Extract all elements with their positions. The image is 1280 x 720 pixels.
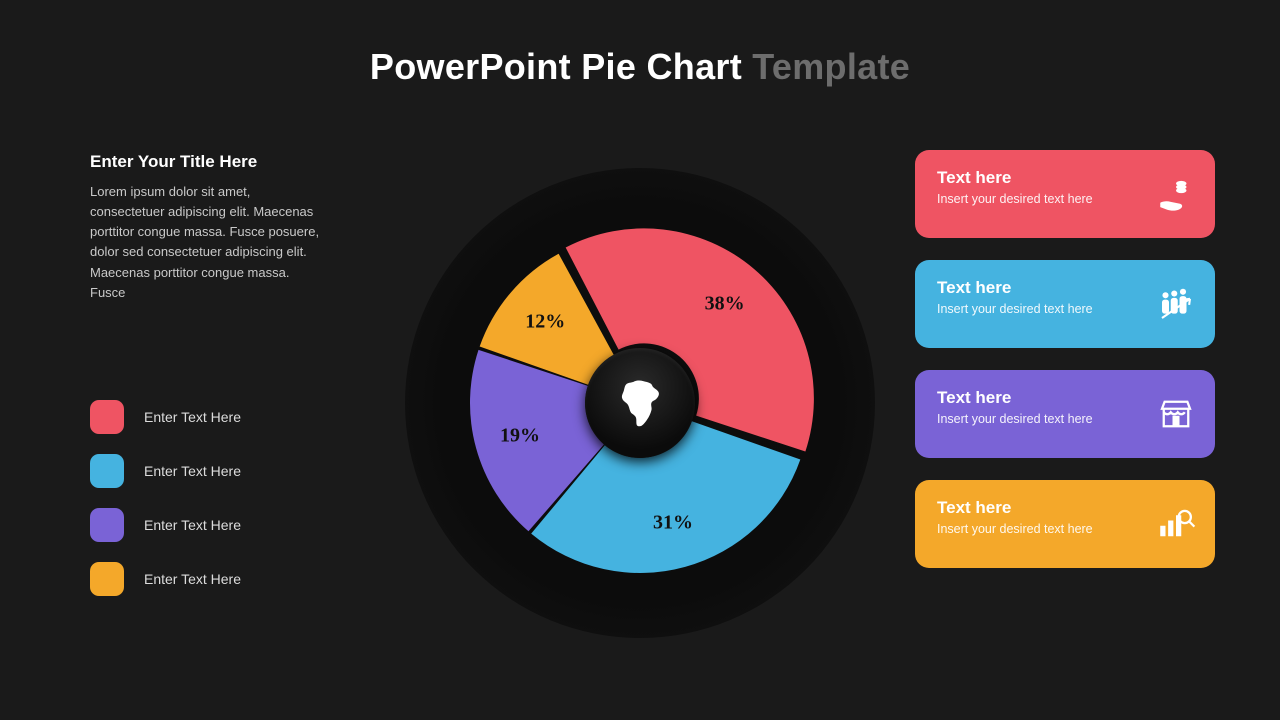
pie-chart-container: 38%31%19%12% xyxy=(405,168,875,638)
title-bold: PowerPoint Pie Chart xyxy=(370,46,742,87)
legend-swatch xyxy=(90,400,124,434)
legend-swatch xyxy=(90,508,124,542)
legend-item: Enter Text Here xyxy=(90,454,325,488)
analytics-search-icon xyxy=(1155,503,1197,545)
pie-center-hub xyxy=(585,348,695,458)
africa-map-icon xyxy=(614,377,666,429)
title-muted: Template xyxy=(742,46,910,87)
people-growth-icon xyxy=(1155,283,1197,325)
info-card: Text hereInsert your desired text here xyxy=(915,370,1215,458)
storefront-icon xyxy=(1155,393,1197,435)
legend-item: Enter Text Here xyxy=(90,562,325,596)
legend-label: Enter Text Here xyxy=(144,409,241,425)
left-heading: Enter Your Title Here xyxy=(90,152,325,172)
legend-label: Enter Text Here xyxy=(144,517,241,533)
legend-item: Enter Text Here xyxy=(90,400,325,434)
info-card: Text hereInsert your desired text here xyxy=(915,260,1215,348)
hand-coins-icon xyxy=(1155,173,1197,215)
info-card: Text hereInsert your desired text here xyxy=(915,150,1215,238)
info-card: Text hereInsert your desired text here xyxy=(915,480,1215,568)
legend-item: Enter Text Here xyxy=(90,508,325,542)
legend-swatch xyxy=(90,454,124,488)
cards-column: Text hereInsert your desired text here Te… xyxy=(915,150,1215,568)
legend-label: Enter Text Here xyxy=(144,463,241,479)
legend-label: Enter Text Here xyxy=(144,571,241,587)
legend-swatch xyxy=(90,562,124,596)
left-text-block: Enter Your Title Here Lorem ipsum dolor … xyxy=(90,152,325,303)
page-title: PowerPoint Pie Chart Template xyxy=(0,46,1280,88)
left-body: Lorem ipsum dolor sit amet, consectetuer… xyxy=(90,182,325,303)
legend: Enter Text Here Enter Text Here Enter Text… xyxy=(90,400,325,616)
